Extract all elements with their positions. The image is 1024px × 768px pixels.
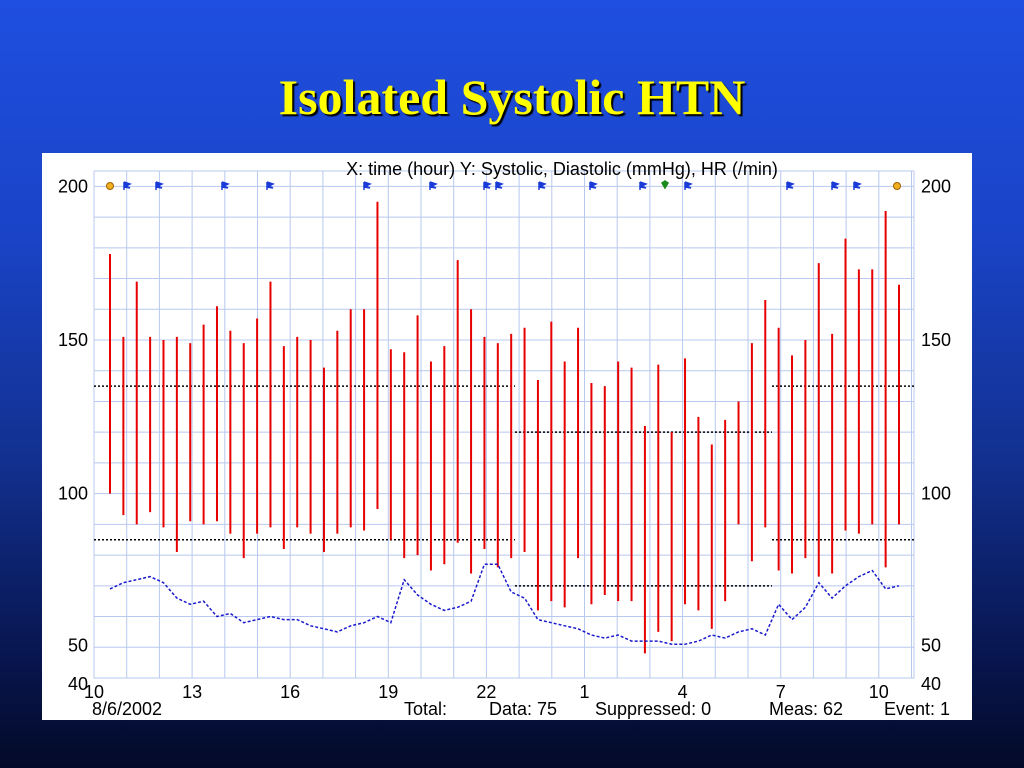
x-tick-label: 7 — [776, 682, 786, 702]
flag-marker-icon — [831, 181, 840, 190]
footer-event: Event: 1 — [884, 699, 950, 719]
event-markers — [106, 180, 901, 190]
x-tick-label: 13 — [182, 682, 202, 702]
chart-title: X: time (hour) Y: Systolic, Diastolic (m… — [346, 159, 778, 179]
slide-title: Isolated Systolic HTN — [278, 69, 746, 125]
flag-marker-icon — [639, 181, 648, 190]
footer-suppressed: Suppressed: 0 — [595, 699, 711, 719]
y-tick-label-left: 50 — [68, 635, 88, 655]
y-tick-label-left: 150 — [58, 330, 88, 350]
x-tick-label: 4 — [678, 682, 688, 702]
heart-marker-icon — [660, 180, 670, 190]
end-marker-icon — [893, 182, 901, 190]
bp-bars — [109, 201, 900, 654]
flag-marker-icon — [786, 181, 795, 190]
x-tick-label: 19 — [378, 682, 398, 702]
flag-marker-icon — [538, 181, 547, 190]
x-tick-label: 10 — [869, 682, 889, 702]
flag-marker-icon — [363, 181, 372, 190]
footer-total: Total: — [404, 699, 447, 719]
footer-meas: Meas: 62 — [769, 699, 843, 719]
footer-data: Data: 75 — [489, 699, 557, 719]
x-tick-label: 16 — [280, 682, 300, 702]
chart-panel: X: time (hour) Y: Systolic, Diastolic (m… — [42, 153, 972, 720]
flag-marker-icon — [429, 181, 438, 190]
hr-series-line — [109, 563, 900, 645]
y-tick-label-right: 100 — [921, 484, 951, 504]
flag-marker-icon — [853, 181, 862, 190]
flag-marker-icon — [483, 181, 492, 190]
x-tick-label: 22 — [476, 682, 496, 702]
flag-marker-icon — [155, 181, 164, 190]
hr-line — [109, 563, 900, 645]
x-axis: 10 13 16 19 22 1 4 7 10 — [84, 682, 889, 702]
date-label: 8/6/2002 — [92, 699, 162, 719]
flag-marker-icon — [495, 181, 504, 190]
flag-marker-icon — [123, 181, 132, 190]
start-marker-icon — [106, 182, 114, 190]
x-tick-label: 10 — [84, 682, 104, 702]
y-axis-right: 200 150 100 50 40 — [921, 176, 951, 694]
flag-marker-icon — [684, 181, 693, 190]
y-tick-label-right: 200 — [921, 176, 951, 196]
flag-marker-icon — [221, 181, 230, 190]
x-tick-label: 1 — [579, 682, 589, 702]
y-tick-label-left: 100 — [58, 484, 88, 504]
bp-chart: X: time (hour) Y: Systolic, Diastolic (m… — [58, 159, 951, 719]
flag-marker-icon — [589, 181, 598, 190]
y-tick-label-right: 150 — [921, 330, 951, 350]
y-axis-left: 200 150 100 50 40 — [58, 176, 88, 694]
y-tick-label-right: 40 — [921, 674, 941, 694]
reference-bands — [94, 385, 914, 587]
y-tick-label-left: 40 — [68, 674, 88, 694]
flag-marker-icon — [266, 181, 275, 190]
y-tick-label-left: 200 — [58, 176, 88, 196]
y-tick-label-right: 50 — [921, 635, 941, 655]
